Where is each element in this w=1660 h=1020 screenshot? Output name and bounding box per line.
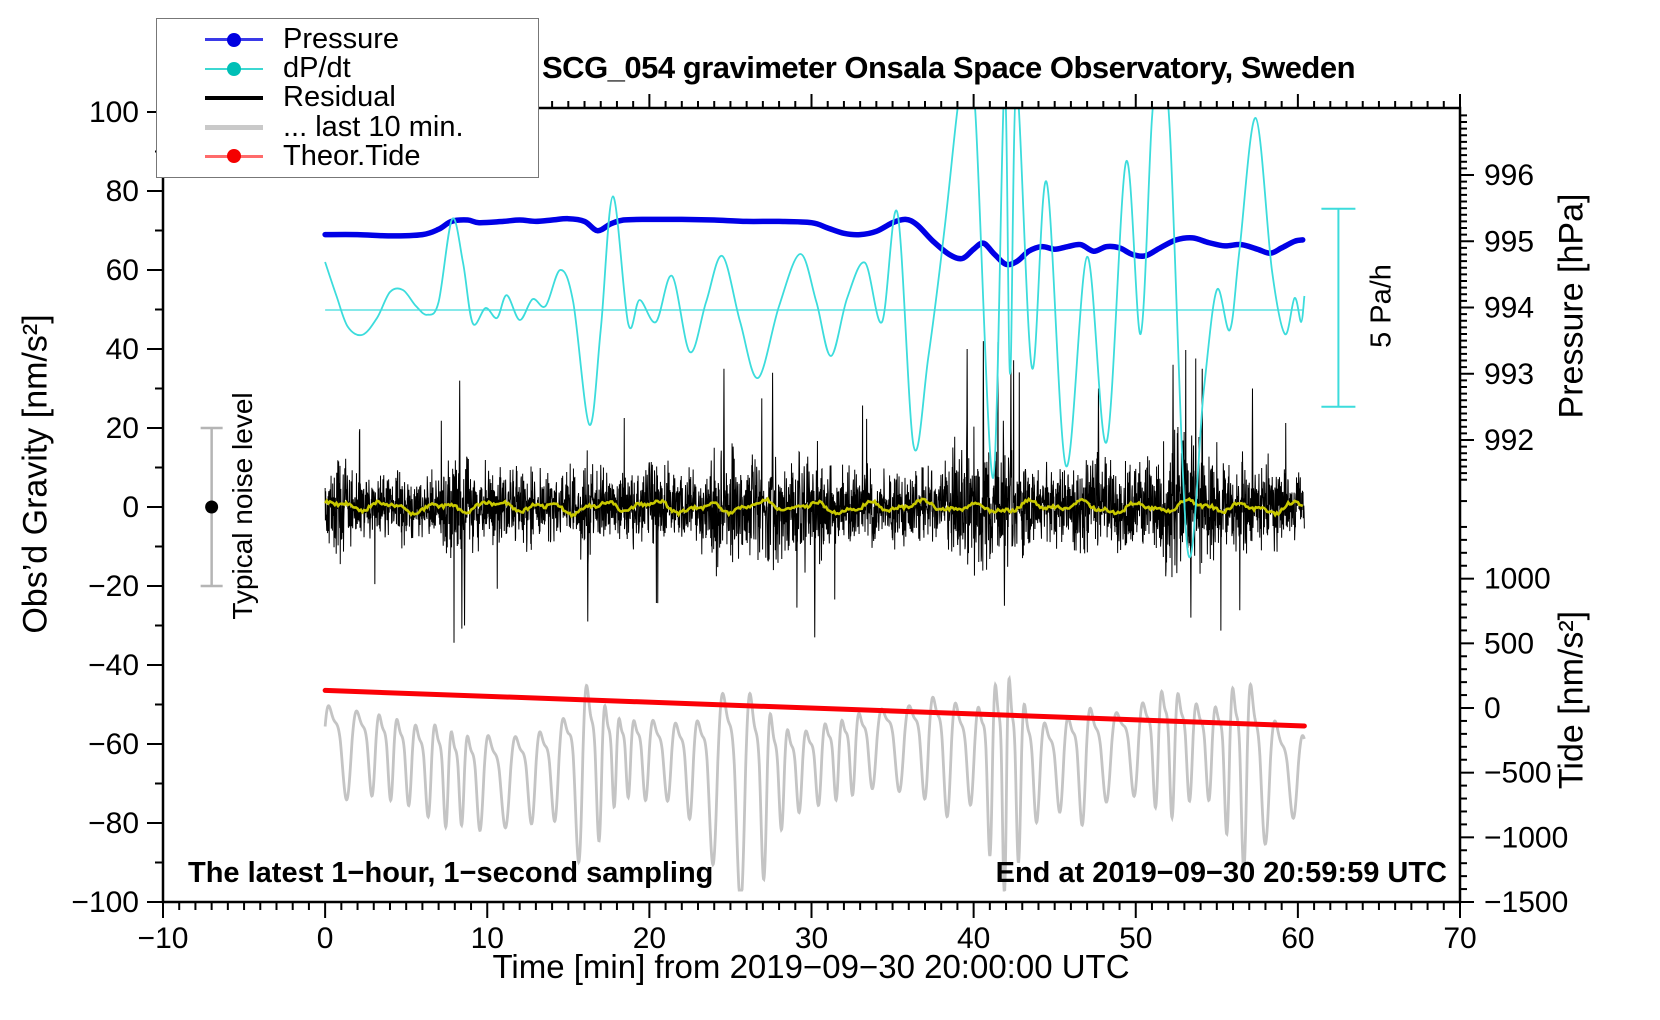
tide-tick-label: −1500 xyxy=(1484,886,1568,919)
gravity-tick-label: −20 xyxy=(88,570,139,603)
legend-label: dP/dt xyxy=(283,52,351,85)
last10min-trace xyxy=(323,674,1306,892)
tide-tick-label: −500 xyxy=(1484,757,1552,790)
legend-dot xyxy=(227,32,241,47)
gravity-tick-label: 60 xyxy=(106,254,139,287)
tide-tick-label: 500 xyxy=(1484,627,1534,660)
pressure-axis-title: Pressure [hPa] xyxy=(1552,193,1591,419)
page-title: SCG_054 gravimeter Onsala Space Observat… xyxy=(542,50,1356,85)
legend-sample xyxy=(205,32,263,47)
gravity-tick-label: −60 xyxy=(88,728,139,761)
dpdt-curve xyxy=(324,108,1306,559)
x-tick-label: 40 xyxy=(957,922,990,955)
noise-level-dot xyxy=(205,500,219,514)
x-tick-label: 60 xyxy=(1281,922,1314,955)
x-tick-label: 50 xyxy=(1119,922,1152,955)
gravity-tick-label: 0 xyxy=(122,491,139,524)
pressure-tick-label: 995 xyxy=(1484,225,1534,258)
gravity-tick-label: 100 xyxy=(89,96,139,129)
gravity-tick-label: 20 xyxy=(106,412,139,445)
legend: Pressure dP/dt Residual... last 10 min. The… xyxy=(156,18,539,178)
gravity-tick-label: −100 xyxy=(71,886,139,919)
residual-smooth-line xyxy=(324,496,1304,519)
legend-label: Theor.Tide xyxy=(283,139,421,172)
gravity-tick-label: −40 xyxy=(88,649,139,682)
x-tick-label: −10 xyxy=(138,922,189,955)
residual-trace xyxy=(324,341,1305,643)
pressure-tick-label: 994 xyxy=(1484,292,1534,325)
gravity-axis-title: Obs’d Gravity [nm/s²] xyxy=(16,314,55,634)
x-tick-label: 10 xyxy=(471,922,504,955)
x-axis-title: Time [min] from 2019−09−30 20:00:00 UTC xyxy=(492,948,1130,985)
tide-tick-label: 0 xyxy=(1484,692,1501,725)
tide-axis-title: Tide [nm/s²] xyxy=(1552,610,1591,790)
gravity-tick-label: 40 xyxy=(106,333,139,366)
legend-item--last-10-min-: ... last 10 min. xyxy=(205,110,538,143)
x-tick-label: 20 xyxy=(633,922,666,955)
legend-sample xyxy=(205,95,263,101)
legend-sample xyxy=(205,61,263,76)
pressure-tick-label: 992 xyxy=(1484,424,1534,457)
series-group xyxy=(322,108,1307,892)
scale-bar-label: 5 Pa/h xyxy=(1365,264,1398,348)
dpdt-scale-bar xyxy=(1321,207,1356,408)
legend-dot xyxy=(227,149,241,164)
pressure-tick-label: 993 xyxy=(1484,358,1534,391)
legend-sample xyxy=(205,124,263,130)
axis-tick-labels: −10 0 10 20 30 40 50 60 70100806040200−20−40−60−… xyxy=(71,96,1568,955)
noise-level-label: Typical noise level xyxy=(227,392,258,620)
legend-item-pressure: Pressure xyxy=(205,23,538,56)
legend-label: Residual xyxy=(283,81,396,114)
end-time-annotation: End at 2019−09−30 20:59:59 UTC xyxy=(995,857,1447,889)
pressure-tick-label: 996 xyxy=(1484,159,1534,192)
pressure-curve xyxy=(322,215,1306,268)
legend-label: ... last 10 min. xyxy=(283,110,464,143)
gravity-tick-label: 80 xyxy=(106,175,139,208)
x-tick-label: 0 xyxy=(317,922,334,955)
x-tick-label: 30 xyxy=(795,922,828,955)
theor-tide-line xyxy=(322,687,1307,729)
noise-level-bar xyxy=(200,426,223,588)
tide-tick-label: 1000 xyxy=(1484,563,1551,596)
tide-tick-label: −1000 xyxy=(1484,821,1568,854)
legend-item-residual: Residual xyxy=(205,81,538,114)
legend-sample xyxy=(205,149,263,164)
legend-label: Pressure xyxy=(283,23,400,56)
legend-item-theor-tide: Theor.Tide xyxy=(205,139,538,172)
gravity-tick-label: −80 xyxy=(88,807,139,840)
legend-item-dp-dt: dP/dt xyxy=(205,52,538,85)
legend-dot xyxy=(227,61,241,76)
sampling-annotation: The latest 1−hour, 1−second sampling xyxy=(188,857,714,889)
x-tick-label: 70 xyxy=(1443,922,1476,955)
